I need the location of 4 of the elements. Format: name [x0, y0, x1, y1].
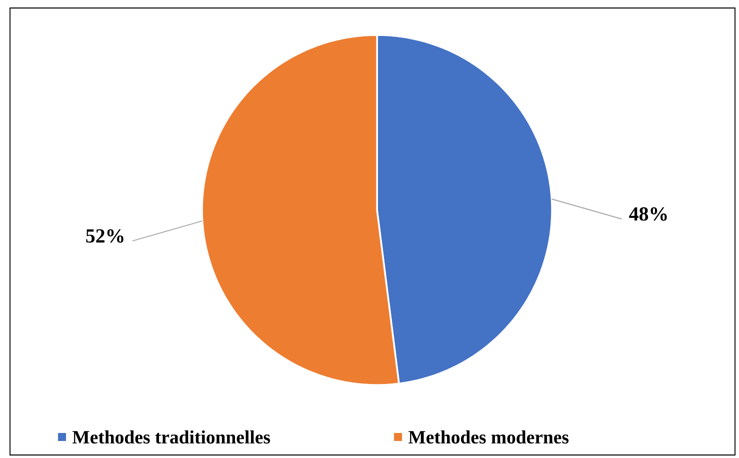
legend-label: Methodes traditionnelles: [72, 430, 270, 444]
data-label: 48%: [629, 207, 667, 221]
data-label: 52%: [86, 229, 124, 243]
legend-label: Methodes modernes: [408, 430, 569, 444]
